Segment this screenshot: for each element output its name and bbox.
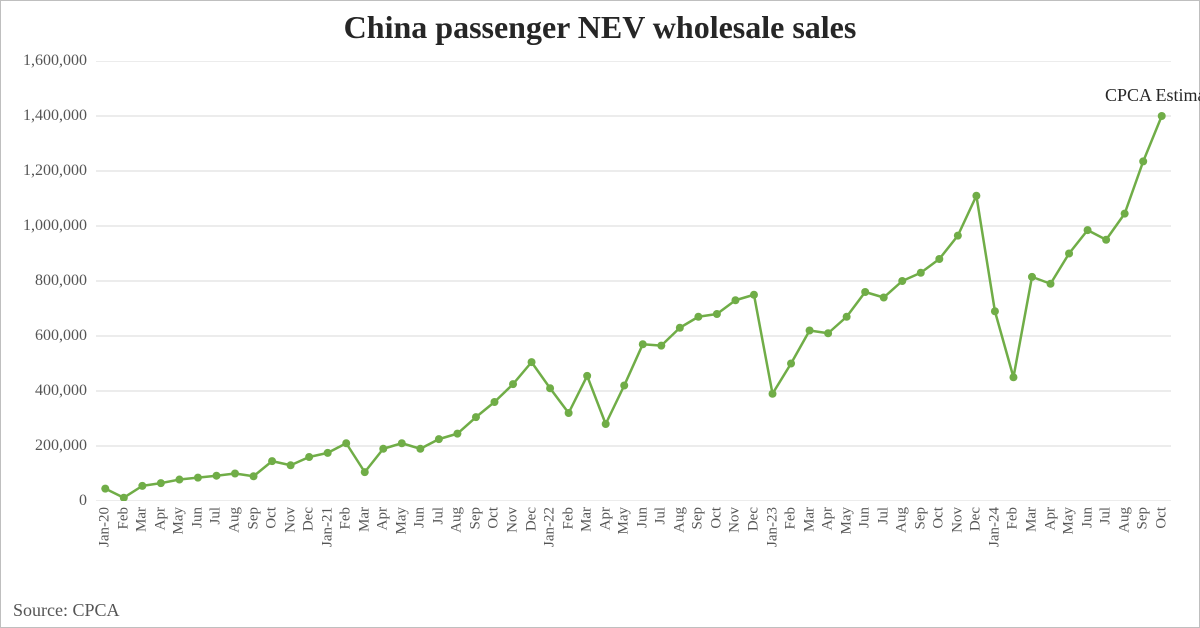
x-tick-label: Dec [523, 507, 540, 531]
x-tick-label: Sep [1135, 507, 1152, 530]
x-tick-label: May [393, 507, 410, 535]
x-tick-label: Feb [560, 507, 577, 530]
x-tick-label: Apr [375, 507, 392, 530]
x-tick-label: Apr [597, 507, 614, 530]
x-tick-label: May [838, 507, 855, 535]
plot-area [96, 61, 1171, 501]
chart-title: China passenger NEV wholesale sales [1, 9, 1199, 46]
x-tick-label: Jun [189, 507, 206, 528]
x-tick-label: Jul [1098, 507, 1115, 525]
x-tick-label: Aug [1116, 507, 1133, 533]
x-tick-label: Aug [671, 507, 688, 533]
x-tick-label: Nov [282, 507, 299, 533]
x-tick-label: Nov [505, 507, 522, 533]
x-tick-label: Mar [1023, 507, 1040, 532]
x-tick-label: Sep [467, 507, 484, 530]
x-tick-label: Mar [356, 507, 373, 532]
x-tick-label: Nov [949, 507, 966, 533]
y-tick-label: 600,000 [35, 327, 87, 345]
x-tick-label: Aug [227, 507, 244, 533]
x-tick-label: Feb [783, 507, 800, 530]
x-tick-label: Dec [301, 507, 318, 531]
x-tick-label: Apr [820, 507, 837, 530]
x-tick-label: Jul [430, 507, 447, 525]
x-tick-label: Mar [801, 507, 818, 532]
x-tick-label: Oct [1153, 507, 1170, 529]
x-tick-label: Jan-20 [97, 507, 114, 547]
y-tick-label: 200,000 [35, 437, 87, 455]
y-tick-label: 1,000,000 [23, 217, 87, 235]
x-tick-label: Nov [727, 507, 744, 533]
x-tick-label: Jun [634, 507, 651, 528]
x-tick-label: May [1061, 507, 1078, 535]
y-tick-label: 800,000 [35, 272, 87, 290]
y-tick-label: 1,400,000 [23, 107, 87, 125]
x-tick-label: Jun [412, 507, 429, 528]
x-tick-label: May [616, 507, 633, 535]
x-tick-label: Aug [449, 507, 466, 533]
x-tick-label: Sep [690, 507, 707, 530]
x-tick-label: Jan-21 [319, 507, 336, 547]
x-tick-label: Feb [338, 507, 355, 530]
source-label: Source: CPCA [13, 600, 120, 621]
x-tick-label: Mar [579, 507, 596, 532]
x-tick-label: Jul [208, 507, 225, 525]
x-tick-label: Oct [931, 507, 948, 529]
x-tick-label: Oct [264, 507, 281, 529]
x-tick-label: Dec [968, 507, 985, 531]
y-tick-label: 1,200,000 [23, 162, 87, 180]
x-tick-label: Apr [1042, 507, 1059, 530]
x-tick-label: Jan-24 [986, 507, 1003, 547]
x-tick-label: Dec [745, 507, 762, 531]
x-tick-label: Jun [857, 507, 874, 528]
x-tick-label: May [171, 507, 188, 535]
x-tick-label: Jun [1079, 507, 1096, 528]
x-tick-label: Aug [894, 507, 911, 533]
x-tick-label: Jan-22 [542, 507, 559, 547]
x-tick-label: Sep [245, 507, 262, 530]
x-tick-label: Jul [875, 507, 892, 525]
x-tick-label: Oct [708, 507, 725, 529]
x-tick-label: Oct [486, 507, 503, 529]
annotation-cpca-estimate: CPCA Estimate [1105, 85, 1200, 106]
x-tick-label: Sep [912, 507, 929, 530]
line-chart-svg [96, 61, 1171, 501]
y-tick-label: 400,000 [35, 382, 87, 400]
x-tick-label: Apr [152, 507, 169, 530]
x-tick-label: Jul [653, 507, 670, 525]
y-tick-label: 1,600,000 [23, 52, 87, 70]
y-tick-label: 0 [79, 492, 87, 510]
chart-frame: China passenger NEV wholesale sales 0 200… [0, 0, 1200, 628]
x-tick-label: Feb [115, 507, 132, 530]
x-tick-label: Mar [134, 507, 151, 532]
x-tick-label: Jan-23 [764, 507, 781, 547]
x-tick-label: Feb [1005, 507, 1022, 530]
